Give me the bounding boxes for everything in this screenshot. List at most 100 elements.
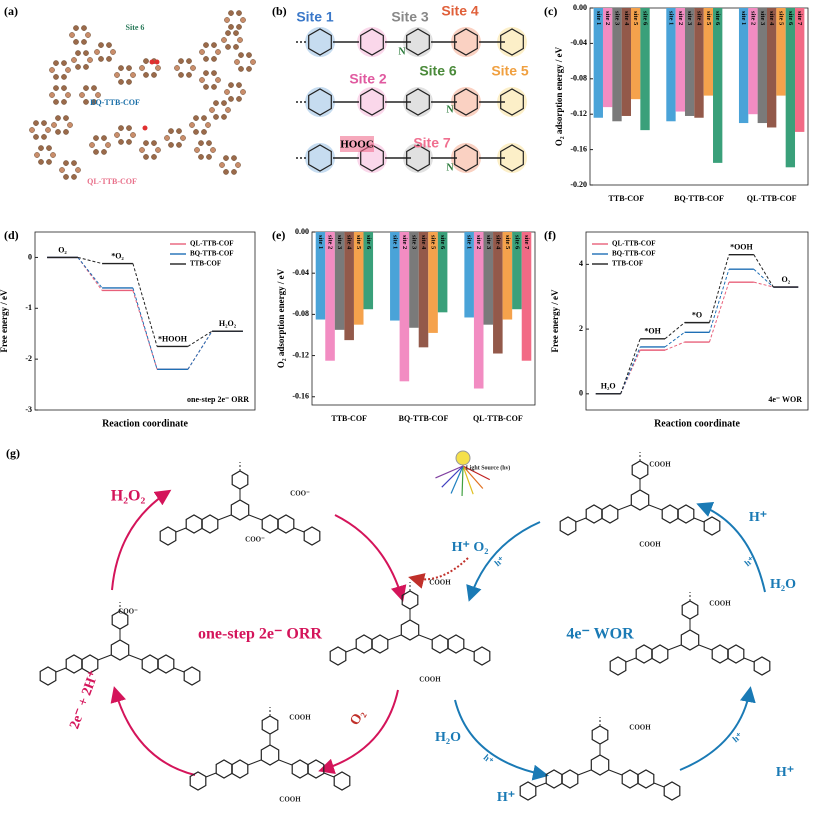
panel-label: (c) [544, 4, 557, 18]
ring [141, 654, 159, 674]
y-tick-label: 0 [579, 389, 583, 398]
bar-label: site 3 [485, 235, 492, 250]
light-ray [441, 465, 464, 488]
atom [151, 72, 157, 78]
atom [118, 79, 124, 85]
bond [97, 654, 112, 661]
atom [201, 129, 207, 135]
atom [130, 72, 136, 78]
site-highlight [403, 27, 433, 57]
bar [684, 8, 695, 116]
bar [483, 232, 494, 325]
atom [83, 64, 89, 70]
atom [53, 74, 59, 80]
state-label: *HOOH [158, 334, 188, 343]
atom [106, 56, 112, 62]
ring [473, 646, 491, 666]
ring [601, 504, 619, 524]
connector [753, 281, 774, 288]
bond [175, 527, 187, 533]
x-tick-label: TTB-COF [331, 414, 367, 423]
ring [630, 489, 650, 511]
x-tick-label: BQ-TTB-COF [399, 414, 449, 423]
atom [50, 152, 56, 158]
bar [512, 232, 522, 310]
atom [240, 89, 246, 95]
atom [210, 147, 216, 153]
light-ray [462, 465, 474, 495]
atom [205, 122, 211, 128]
atom [237, 37, 243, 43]
y-tick-label: -0.08 [570, 74, 587, 83]
y-tick-label: -0.08 [292, 309, 309, 318]
atom [91, 99, 97, 105]
site-label: Site 6 [419, 63, 457, 79]
site-highlight [305, 87, 335, 117]
ring [454, 28, 478, 56]
atom [71, 174, 77, 180]
atom [193, 115, 199, 121]
atom [155, 147, 161, 153]
x-tick-label: BQ-TTB-COF [674, 194, 724, 203]
ring [753, 656, 771, 676]
atom [114, 72, 120, 78]
bond [293, 527, 305, 533]
atom [250, 59, 256, 65]
scheme-label: one-step 2e⁻ ORR [198, 626, 322, 643]
scheme-label: COOH [279, 796, 301, 804]
atom [98, 56, 104, 62]
bar [675, 8, 685, 112]
connector [132, 290, 158, 370]
connector [620, 346, 641, 395]
scheme-label: COO⁻ [290, 490, 310, 498]
atom [89, 142, 95, 148]
site-label: Site 6 [126, 23, 145, 32]
atom [238, 52, 244, 58]
bar [785, 8, 796, 168]
bar [602, 8, 613, 108]
atom [61, 60, 67, 66]
scheme-label: COOH [419, 676, 441, 684]
ring [277, 514, 295, 534]
atom [55, 129, 61, 135]
y-tick-label: -3 [25, 405, 32, 414]
atom [106, 42, 112, 48]
state-label: *O [692, 310, 702, 319]
atom [51, 122, 57, 128]
connector [708, 282, 730, 343]
scheme-label: COOH [289, 714, 311, 722]
bar-label: site 6 [439, 235, 446, 250]
y-axis-title: Free energy / eV [0, 289, 9, 353]
ring [545, 769, 563, 789]
bar [344, 232, 354, 341]
atom [114, 132, 120, 138]
bond [205, 772, 217, 778]
y-tick-label: -2 [25, 354, 32, 363]
atom [221, 114, 227, 120]
bond [625, 657, 637, 663]
scheme-label: COOH [629, 724, 651, 732]
site-highlight [451, 87, 481, 117]
atom [126, 79, 132, 85]
bar-label: site 4 [420, 235, 427, 250]
bar-label: site 7 [523, 235, 530, 250]
bar [363, 232, 374, 310]
atom [143, 140, 149, 146]
ring [703, 516, 721, 536]
y-tick-label: -0.04 [292, 268, 309, 277]
bar [334, 232, 345, 330]
atom-label: N [446, 104, 454, 115]
ring [201, 514, 219, 534]
bar-label: site 1 [466, 235, 473, 249]
bar [631, 8, 641, 100]
bar-label: site 4 [696, 11, 703, 26]
atom [211, 42, 217, 48]
atom [193, 129, 199, 135]
bond [698, 644, 713, 651]
atom [240, 17, 246, 23]
scheme-label: COOH [639, 541, 661, 549]
bond [653, 782, 665, 788]
atom [211, 84, 217, 90]
atom [209, 107, 215, 113]
atom [53, 60, 59, 66]
